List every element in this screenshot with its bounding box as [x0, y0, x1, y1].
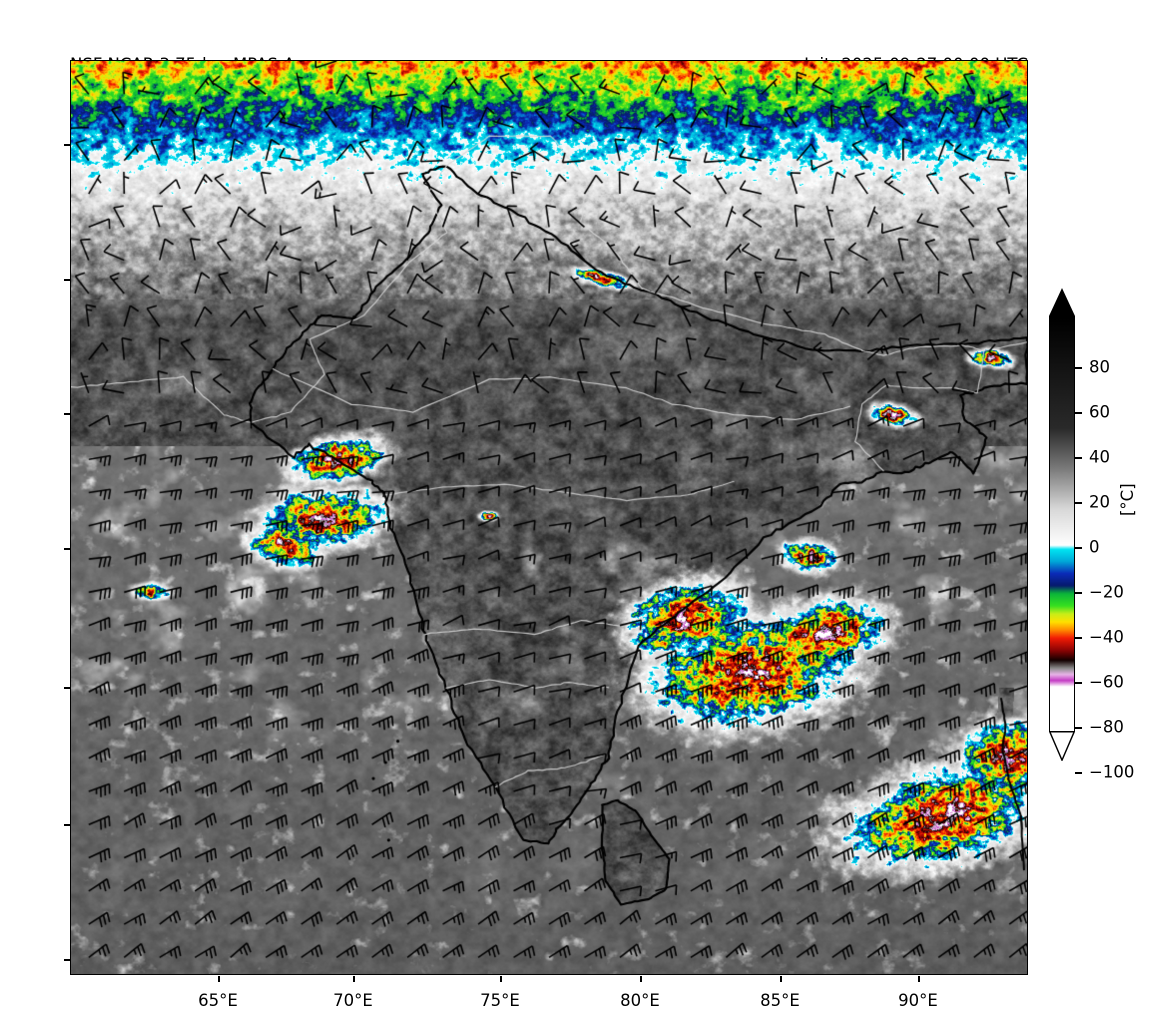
longitude-tick-mark	[353, 976, 355, 982]
longitude-tick-mark	[780, 976, 782, 982]
colorbar-axis-label: [°C]	[1118, 483, 1137, 516]
colorbar-tick-mark	[1075, 637, 1082, 639]
colorbar-gradient	[1049, 316, 1075, 732]
latitude-tick-mark	[64, 824, 70, 826]
colorbar-tick-mark	[1075, 502, 1082, 504]
longitude-tick-label: 90°E	[898, 991, 938, 1010]
colorbar-over-arrow	[1049, 288, 1075, 316]
longitude-tick-label: 70°E	[333, 991, 373, 1010]
colorbar-tick-mark	[1075, 592, 1082, 594]
longitude-tick-label: 80°E	[620, 991, 660, 1010]
longitude-tick-label: 65°E	[198, 991, 238, 1010]
latitude-tick-mark	[64, 548, 70, 550]
colorbar-tick-mark	[1075, 457, 1082, 459]
colorbar-tick-label: −20	[1089, 582, 1124, 602]
latitude-axis: 35°N30°N25°N20°N15°N10°N5°N	[0, 0, 70, 1032]
colorbar-tick-mark	[1075, 412, 1082, 414]
colorbar-tick-label: 80	[1089, 357, 1110, 377]
latitude-tick-mark	[64, 413, 70, 415]
colorbar-tick-mark	[1075, 367, 1082, 369]
longitude-tick-mark	[640, 976, 642, 982]
colorbar-tick-mark	[1075, 727, 1082, 729]
colorbar-tick-mark	[1075, 547, 1082, 549]
colorbar-tick-label: 20	[1089, 492, 1110, 512]
colorbar-tick-label: 60	[1089, 402, 1110, 422]
colorbar[interactable]	[1049, 288, 1075, 761]
colorbar-under-arrow	[1049, 731, 1075, 761]
latitude-tick-mark	[64, 279, 70, 281]
map-plot-area[interactable]	[70, 60, 1028, 975]
colorbar-tick-mark	[1075, 682, 1082, 684]
colorbar-tick-label: 40	[1089, 447, 1110, 467]
latitude-tick-mark	[64, 687, 70, 689]
colorbar-tick-label: −40	[1089, 627, 1124, 647]
longitude-tick-label: 75°E	[480, 991, 520, 1010]
latitude-tick-mark	[64, 144, 70, 146]
colorbar-tick-label: −100	[1089, 762, 1135, 782]
ir-brightness-temperature-field	[71, 61, 1027, 974]
colorbar-tick-label: 0	[1089, 537, 1100, 557]
colorbar-tick-mark	[1075, 772, 1082, 774]
colorbar-ticks: 80 60 40 20 0 −20 −40 −60 −80 −100	[1049, 0, 1170, 1032]
colorbar-tick-label: −80	[1089, 717, 1124, 737]
longitude-tick-label: 85°E	[760, 991, 800, 1010]
longitude-tick-mark	[918, 976, 920, 982]
longitude-tick-mark	[218, 976, 220, 982]
latitude-tick-mark	[64, 959, 70, 961]
longitude-tick-mark	[500, 976, 502, 982]
colorbar-tick-label: −60	[1089, 672, 1124, 692]
